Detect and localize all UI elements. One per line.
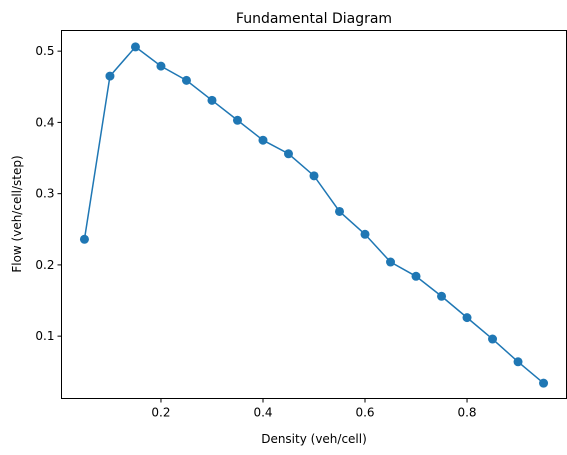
data-point xyxy=(360,229,370,239)
data-point xyxy=(105,71,115,81)
y-tick-label: 0.5 xyxy=(35,44,54,58)
y-axis-label: Flow (veh/cell/step) xyxy=(10,155,24,272)
x-tick-label: 0.4 xyxy=(253,406,272,420)
y-tick-label: 0.4 xyxy=(35,115,54,129)
data-point xyxy=(488,334,498,344)
data-point xyxy=(309,171,319,181)
data-point xyxy=(539,378,549,388)
x-tick-label: 0.2 xyxy=(151,406,170,420)
data-point xyxy=(156,61,166,71)
data-point xyxy=(258,135,268,145)
x-tick-label: 0.8 xyxy=(457,406,476,420)
y-tick-label: 0.3 xyxy=(35,187,54,201)
y-tick-label: 0.2 xyxy=(35,258,54,272)
series-line-0 xyxy=(83,45,545,384)
chart-title: Fundamental Diagram xyxy=(236,11,392,27)
data-point xyxy=(462,313,472,323)
data-point xyxy=(79,234,89,244)
data-point xyxy=(411,271,421,281)
data-point xyxy=(335,206,345,216)
data-point xyxy=(232,115,242,125)
plot-frame xyxy=(61,30,567,399)
data-point xyxy=(283,149,293,159)
x-axis-label: Density (veh/cell) xyxy=(261,432,367,446)
data-point xyxy=(207,95,217,105)
data-point xyxy=(130,42,140,52)
y-tick-label: 0.1 xyxy=(35,329,54,343)
data-point xyxy=(386,257,396,267)
data-point xyxy=(513,357,523,367)
data-point xyxy=(181,75,191,85)
x-tick-label: 0.6 xyxy=(355,406,374,420)
data-point xyxy=(437,291,447,301)
